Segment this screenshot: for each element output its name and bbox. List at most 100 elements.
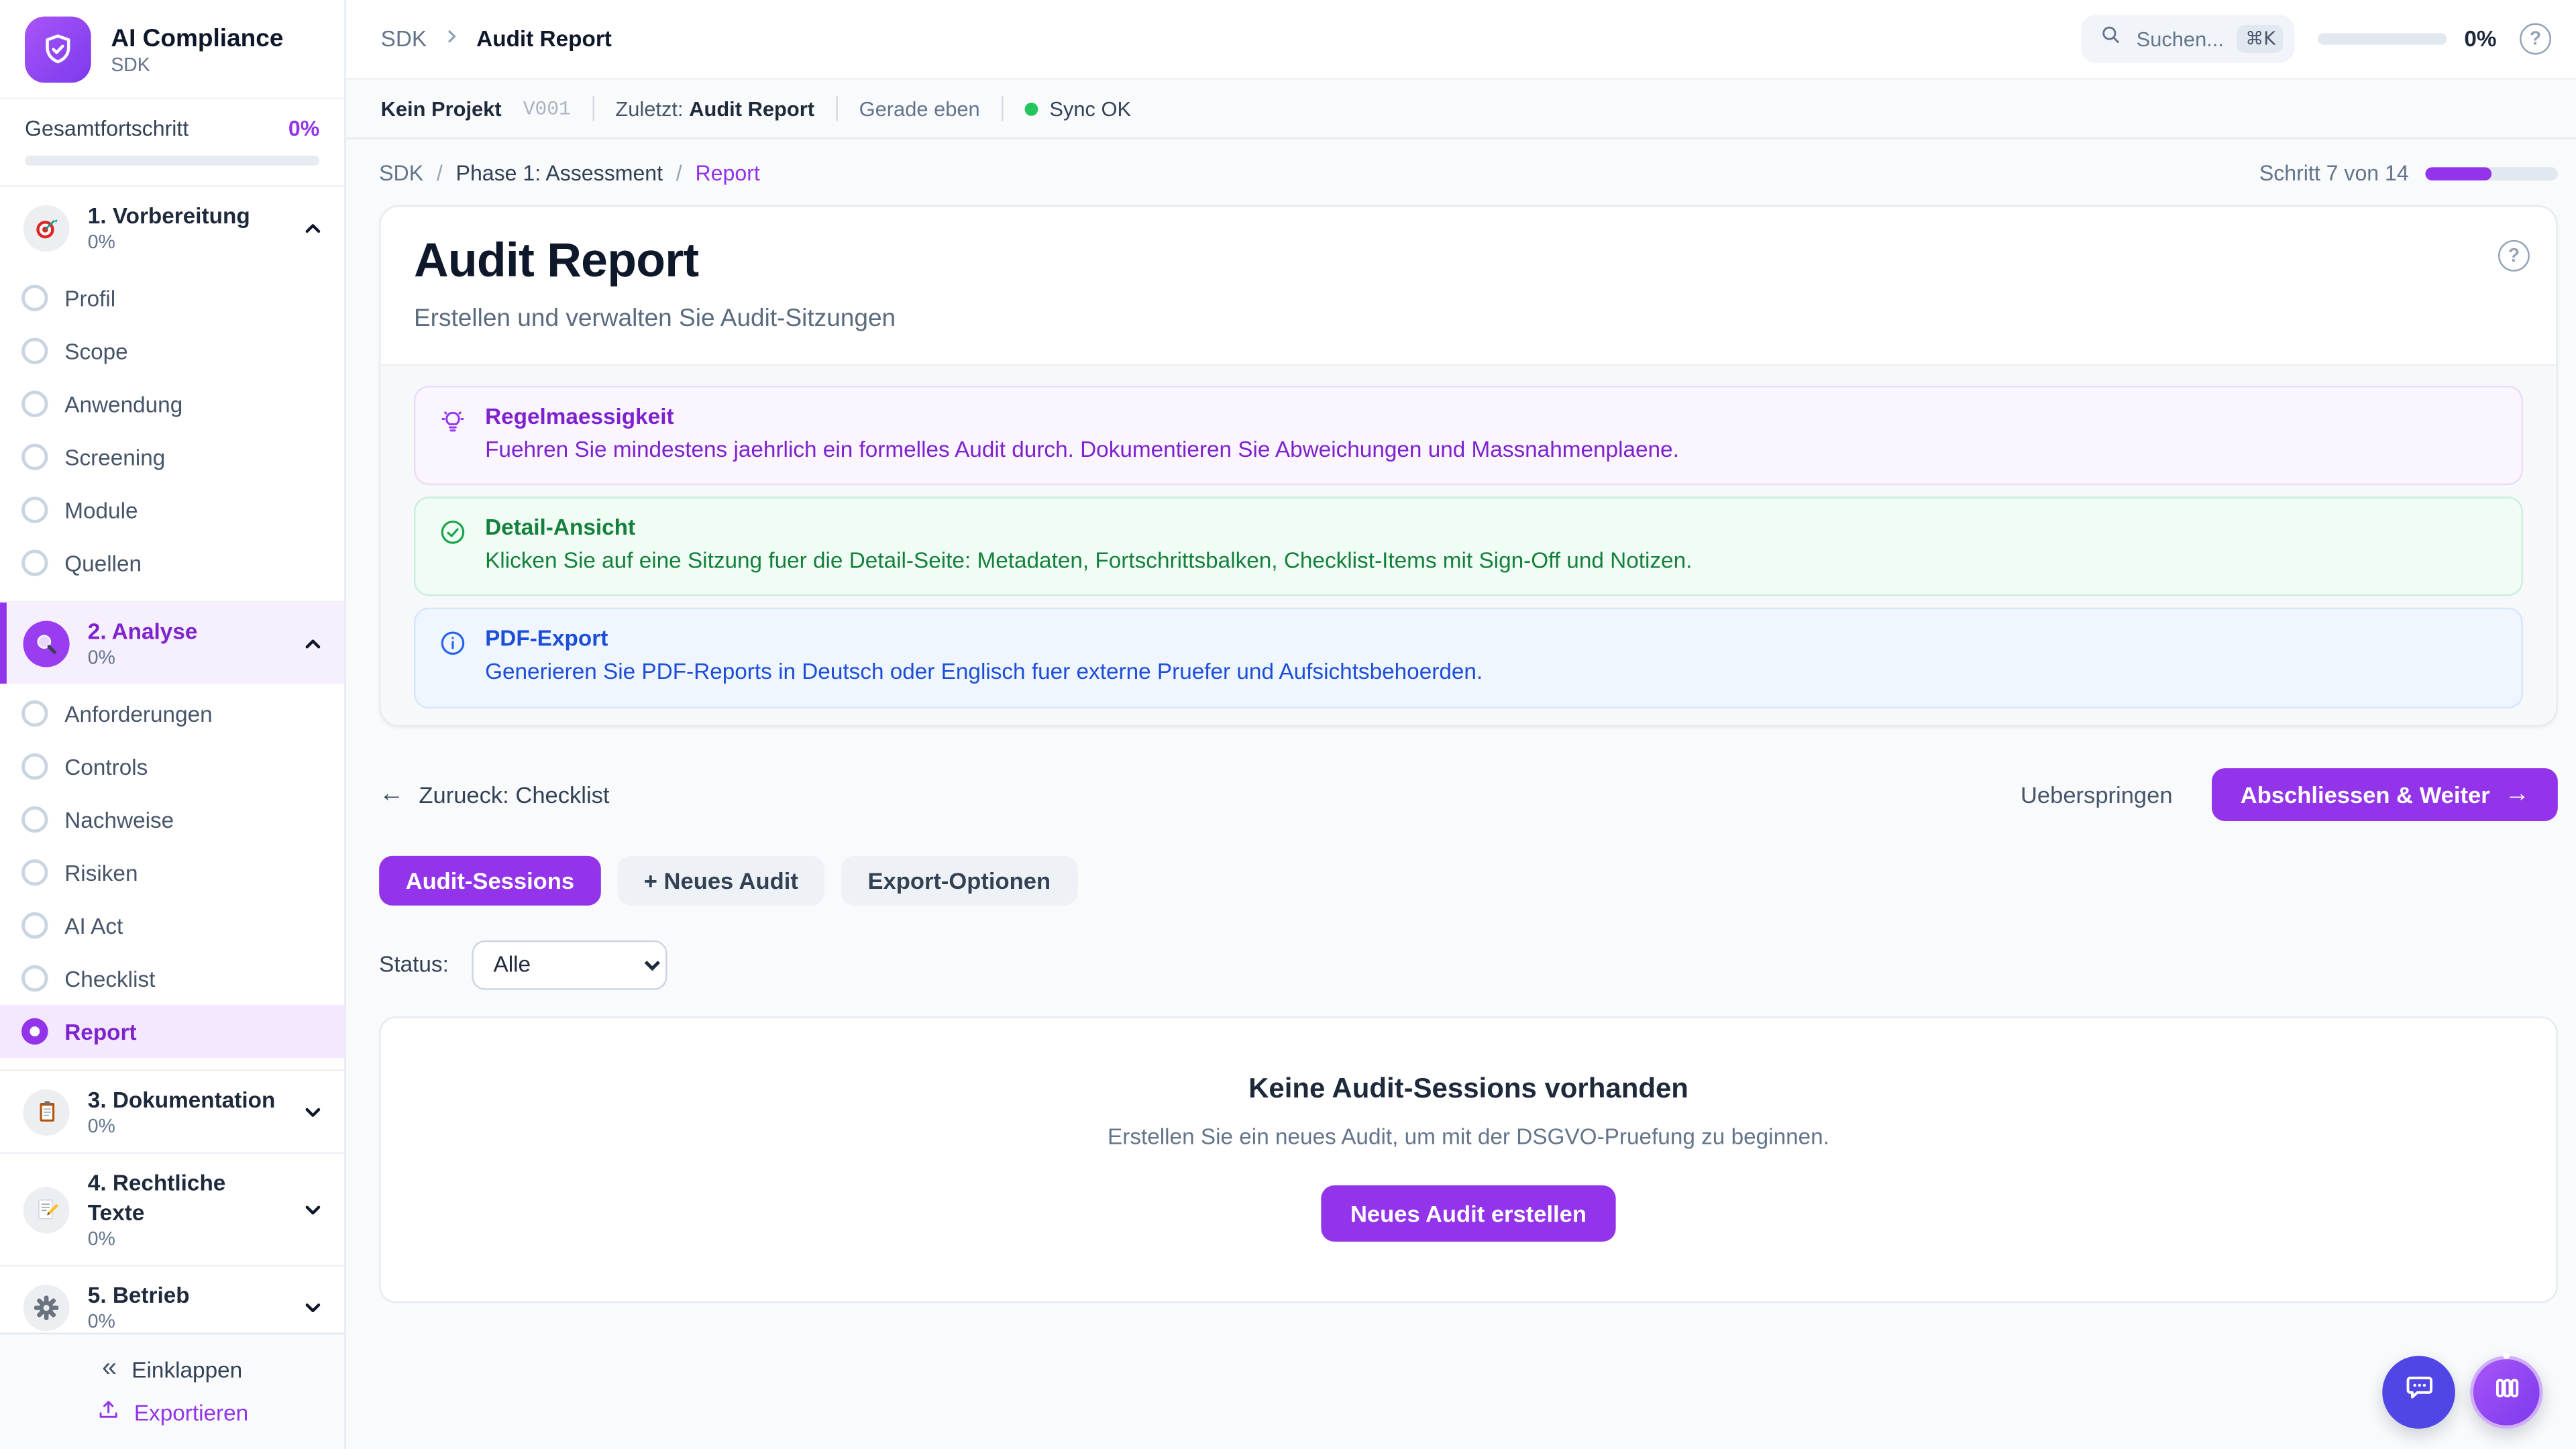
audit-report-card: Audit Report Erstellen und verwalten Sie… [379,205,2558,727]
chevron-down-icon[interactable] [301,1100,325,1124]
info-box-detail-ansicht: Detail-Ansicht Klicken Sie auf eine Sitz… [413,496,2524,597]
section-label: 2. Analyse [87,619,198,644]
section-label: 1. Vorbereitung [87,203,250,229]
status-filter-label: Status: [379,952,449,977]
app-logo-row: AI Compliance SDK [0,0,344,98]
divider [1001,96,1004,121]
sidebar-item-risiken[interactable]: Risiken [0,846,344,899]
clipboard-icon [23,1088,70,1135]
back-to-checklist-button[interactable]: ← Zurueck: Checklist [379,780,610,808]
chevrons-left-icon: « [102,1354,117,1383]
breadcrumb-current: Audit Report [476,26,612,52]
divider [592,96,594,121]
tab-neues-audit[interactable]: + Neues Audit [617,855,825,906]
sidebar-item-controls[interactable]: Controls [0,740,344,793]
app-subtitle: SDK [111,55,150,76]
radio-icon [21,700,48,727]
page-breadcrumb-row: SDK / Phase 1: Assessment / Report Schri… [379,160,2558,185]
sidebar-item-report[interactable]: Report [0,1004,345,1058]
chevron-up-icon[interactable] [301,631,325,655]
status-filter-select[interactable]: Alle [472,939,667,989]
version-badge: V001 [523,97,571,120]
sidebar-section-header-analyse[interactable]: 2. Analyse 0% [0,602,345,684]
sidebar-section-header-dokumentation[interactable]: 3. Dokumentation 0% [0,1071,344,1152]
sidebar-sections: 1. Vorbereitung 0% Profil Scope Anwendun… [0,185,345,1333]
sidebar-item-quellen[interactable]: Quellen [0,537,344,590]
sidebar-item-module[interactable]: Module [0,484,344,537]
topbar-breadcrumb: SDK Audit Report [381,26,612,51]
sidebar-item-profil[interactable]: Profil [0,272,344,325]
overall-progress-block: Gesamtfortschritt 0% [0,97,345,186]
chat-fab-button[interactable] [2382,1356,2455,1429]
skip-button[interactable]: Ueberspringen [2020,780,2173,808]
sidebar-item-screening[interactable]: Screening [0,431,344,484]
breadcrumb-phase[interactable]: Phase 1: Assessment [455,160,663,186]
topbar-progress: 0% [2318,26,2497,52]
info-box-title: Regelmaessigkeit [485,404,674,429]
radio-icon [21,284,48,311]
wizard-nav-row: ← Zurueck: Checklist Ueberspringen Absch… [379,767,2558,821]
page-breadcrumb: SDK / Phase 1: Assessment / Report [379,160,760,186]
radio-icon [21,496,48,523]
export-button[interactable]: Exportieren [96,1397,248,1427]
columns-icon [2491,1373,2522,1412]
target-icon [23,204,70,251]
info-box-pdf-export: PDF-Export Generieren Sie PDF-Reports in… [413,608,2524,708]
sidebar-item-nachweise[interactable]: Nachweise [0,793,344,846]
sidebar-item-anforderungen[interactable]: Anforderungen [0,687,344,740]
question-circle-icon[interactable]: ? [2498,239,2530,272]
main-area: SDK Audit Report Suchen... ⌘K [345,0,2576,1449]
radio-icon [21,859,48,886]
section-percent: 0% [87,233,115,254]
finish-and-next-button[interactable]: Abschliessen & Weiter → [2212,767,2558,821]
collapse-sidebar-button[interactable]: « Einklappen [102,1354,243,1383]
board-fab-button[interactable] [2470,1352,2543,1429]
page-subtitle: Erstellen und verwalten Sie Audit-Sitzun… [413,305,896,333]
tab-export-optionen[interactable]: Export-Optionen [841,855,1077,906]
sidebar-section-header-rechtliche-texte[interactable]: 4. Rechtliche Texte 0% [0,1154,344,1265]
sidebar-item-checklist[interactable]: Checklist [0,952,344,1005]
info-box-text: Fuehren Sie mindestens jaehrlich ein for… [485,437,1679,462]
sidebar-item-anwendung[interactable]: Anwendung [0,378,344,431]
radio-icon [21,806,48,833]
sidebar-item-ai-act[interactable]: AI Act [0,899,344,952]
last-visited: Zuletzt: Audit Report [615,97,814,120]
sidebar-item-scope[interactable]: Scope [0,325,344,378]
status-filter-row: Status: Alle [379,939,2558,989]
section-percent: 0% [87,1313,115,1333]
radio-icon [21,912,48,939]
check-circle-icon [439,519,467,577]
section-percent: 0% [87,1230,115,1250]
app-title: AI Compliance [111,23,284,52]
sidebar-section-analyse: 2. Analyse 0% Anforderungen Controls Nac… [0,602,345,1071]
chevron-down-icon[interactable] [301,1295,325,1319]
radio-icon [21,753,48,780]
empty-state-text: Erstellen Sie ein neues Audit, um mit de… [1107,1123,1829,1148]
question-circle-icon[interactable]: ? [2520,23,2551,55]
search-placeholder: Suchen... [2136,27,2224,51]
breadcrumb-sdk[interactable]: SDK [379,160,424,186]
sidebar-section-vorbereitung: 1. Vorbereitung 0% Profil Scope Anwendun… [0,187,345,603]
section-label: 5. Betrieb [87,1283,190,1308]
sidebar-section-header-vorbereitung[interactable]: 1. Vorbereitung 0% [0,187,344,268]
chevron-down-icon[interactable] [301,1197,325,1221]
step-indicator: Schritt 7 von 14 [2259,160,2558,185]
shield-check-icon [25,16,91,83]
sidebar-section-header-betrieb[interactable]: 5. Betrieb 0% [0,1267,344,1333]
page-title: Audit Report [413,235,699,288]
create-new-audit-button[interactable]: Neues Audit erstellen [1320,1185,1617,1242]
keyboard-shortcut-badge: ⌘K [2237,25,2284,53]
step-progress-bar [2425,166,2558,180]
divider [836,96,838,121]
status-bar: Kein Projekt V001 Zuletzt: Audit Report … [345,79,2576,140]
chevron-up-icon[interactable] [301,216,325,239]
topbar-progress-percent: 0% [2464,26,2497,52]
tab-audit-sessions[interactable]: Audit-Sessions [379,855,601,906]
search-input[interactable]: Suchen... ⌘K [2082,15,2296,63]
page-content: SDK / Phase 1: Assessment / Report Schri… [346,139,2576,1449]
breadcrumb-root[interactable]: SDK [380,26,427,52]
breadcrumb-report: Report [695,160,760,186]
sidebar-section-rechtliche-texte: 4. Rechtliche Texte 0% [0,1154,345,1267]
last-saved-time: Gerade eben [859,97,980,120]
